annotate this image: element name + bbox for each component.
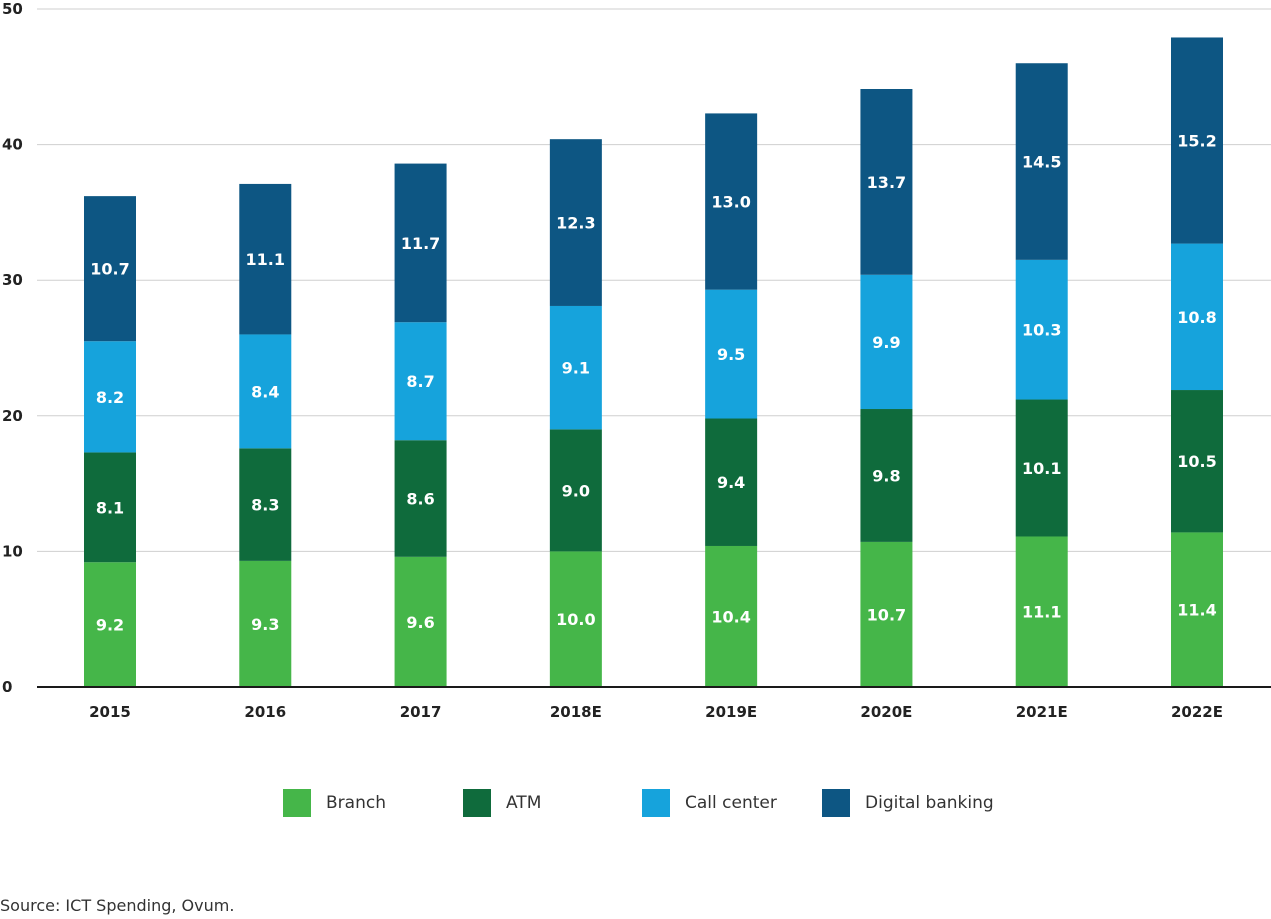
bar-branch-2016 <box>239 560 292 687</box>
bar-atm-2016 <box>239 448 292 561</box>
value-label-branch-2017: 9.6 <box>406 613 434 632</box>
y-tick-label-40: 40 <box>2 136 23 154</box>
bar-call-center-2019E <box>705 289 758 419</box>
legend-item-call-center: Call center <box>642 786 777 820</box>
value-label-branch-2018E: 10.0 <box>556 610 595 629</box>
bar-call-center-2020E <box>860 274 913 410</box>
value-label-digital-banking-2018E: 12.3 <box>556 214 595 233</box>
x-tick-label-2018E: 2018E <box>550 703 602 721</box>
y-axis-ticks: 0 10 20 30 40 50 <box>2 0 23 696</box>
value-label-digital-banking-2017: 11.7 <box>401 234 440 253</box>
bar-digital-banking-2021E <box>1015 63 1068 260</box>
bar-digital-banking-2020E <box>860 89 913 275</box>
bar-digital-banking-2018E <box>549 139 602 306</box>
bar-atm-2017 <box>394 440 447 557</box>
bar-atm-2019E <box>705 418 758 546</box>
bar-digital-banking-2017 <box>394 163 447 323</box>
value-label-branch-2020E: 10.7 <box>867 605 906 624</box>
value-label-atm-2016: 8.3 <box>251 496 279 515</box>
value-label-call-center-2016: 8.4 <box>251 382 279 401</box>
value-label-atm-2021E: 10.1 <box>1022 459 1061 478</box>
legend: Branch ATM Call center Digital banking <box>0 786 1271 820</box>
value-label-digital-banking-2021E: 14.5 <box>1022 153 1061 172</box>
value-label-call-center-2017: 8.7 <box>406 372 434 391</box>
bar-call-center-2016 <box>239 334 292 449</box>
legend-swatch-atm <box>463 789 491 817</box>
value-label-digital-banking-2020E: 13.7 <box>867 173 906 192</box>
value-label-call-center-2021E: 10.3 <box>1022 321 1061 340</box>
value-label-call-center-2020E: 9.9 <box>872 333 900 352</box>
y-tick-label-50: 50 <box>2 0 23 18</box>
value-label-call-center-2015: 8.2 <box>96 388 124 407</box>
legend-label-digital-banking: Digital banking <box>865 793 994 813</box>
source-note: Source: ICT Spending, Ovum. <box>0 896 235 915</box>
y-tick-label-0: 0 <box>2 678 12 696</box>
x-tick-label-2015: 2015 <box>89 703 131 721</box>
bar-branch-2020E <box>860 541 913 687</box>
x-axis-labels: 2015 2016 2017 2018E 2019E 2020E 2021E 2022E <box>89 703 1223 721</box>
bar-branch-2021E <box>1015 536 1068 687</box>
value-label-branch-2022E: 11.4 <box>1177 601 1216 620</box>
bar-branch-2015 <box>84 562 136 687</box>
x-tick-label-2021E: 2021E <box>1016 703 1068 721</box>
value-label-atm-2018E: 9.0 <box>562 481 590 500</box>
legend-swatch-call-center <box>642 789 670 817</box>
y-tick-label-30: 30 <box>2 271 23 289</box>
x-tick-label-2020E: 2020E <box>860 703 912 721</box>
value-label-digital-banking-2022E: 15.2 <box>1177 132 1216 151</box>
value-label-branch-2015: 9.2 <box>96 616 124 635</box>
value-label-digital-banking-2019E: 13.0 <box>711 193 750 212</box>
value-label-branch-2019E: 10.4 <box>711 607 750 626</box>
bar-digital-banking-2019E <box>705 113 758 290</box>
value-label-atm-2017: 8.6 <box>406 490 434 509</box>
legend-item-atm: ATM <box>463 786 541 820</box>
bar-digital-banking-2015 <box>84 196 136 342</box>
bar-atm-2021E <box>1015 399 1068 537</box>
bar-call-center-2022E <box>1171 243 1223 391</box>
x-tick-label-2017: 2017 <box>400 703 442 721</box>
x-tick-label-2016: 2016 <box>244 703 286 721</box>
bar-call-center-2021E <box>1015 259 1068 400</box>
legend-label-call-center: Call center <box>685 793 777 813</box>
value-label-branch-2016: 9.3 <box>251 615 279 634</box>
bar-branch-2019E <box>705 545 758 687</box>
legend-label-branch: Branch <box>326 793 386 813</box>
bar-call-center-2017 <box>394 322 447 441</box>
legend-label-atm: ATM <box>506 793 542 813</box>
y-tick-label-10: 10 <box>2 542 23 560</box>
legend-swatch-digital-banking <box>822 789 850 817</box>
bar-branch-2022E <box>1171 532 1223 687</box>
value-label-call-center-2022E: 10.8 <box>1177 308 1216 327</box>
bar-branch-2018E <box>549 551 602 687</box>
bar-digital-banking-2016 <box>239 183 292 335</box>
bar-atm-2015 <box>84 452 136 563</box>
value-label-call-center-2019E: 9.5 <box>717 345 745 364</box>
value-label-call-center-2018E: 9.1 <box>562 359 590 378</box>
bar-atm-2020E <box>860 409 913 542</box>
value-label-atm-2022E: 10.5 <box>1177 452 1216 471</box>
bar-call-center-2018E <box>549 305 602 430</box>
bar-digital-banking-2022E <box>1171 37 1223 244</box>
legend-item-digital-banking: Digital banking <box>822 786 994 820</box>
x-tick-label-2019E: 2019E <box>705 703 757 721</box>
value-label-digital-banking-2015: 10.7 <box>90 260 129 279</box>
value-label-branch-2021E: 11.1 <box>1022 603 1061 622</box>
gridlines <box>37 8 1271 552</box>
bar-atm-2018E <box>549 429 602 552</box>
bar-branch-2017 <box>394 556 447 687</box>
value-label-atm-2020E: 9.8 <box>872 466 900 485</box>
x-tick-label-2022E: 2022E <box>1171 703 1223 721</box>
value-label-atm-2015: 8.1 <box>96 498 124 517</box>
legend-item-branch: Branch <box>283 786 386 820</box>
legend-swatch-branch <box>283 789 311 817</box>
bar-atm-2022E <box>1171 390 1223 533</box>
y-tick-label-20: 20 <box>2 407 23 425</box>
bars: 9.2 8.1 8.2 10.7 9.3 8.3 8.4 11.1 9.6 8.6 8.7 11.7 1… <box>84 37 1223 687</box>
value-label-atm-2019E: 9.4 <box>717 473 745 492</box>
bar-call-center-2015 <box>84 341 136 453</box>
value-label-digital-banking-2016: 11.1 <box>246 250 285 269</box>
